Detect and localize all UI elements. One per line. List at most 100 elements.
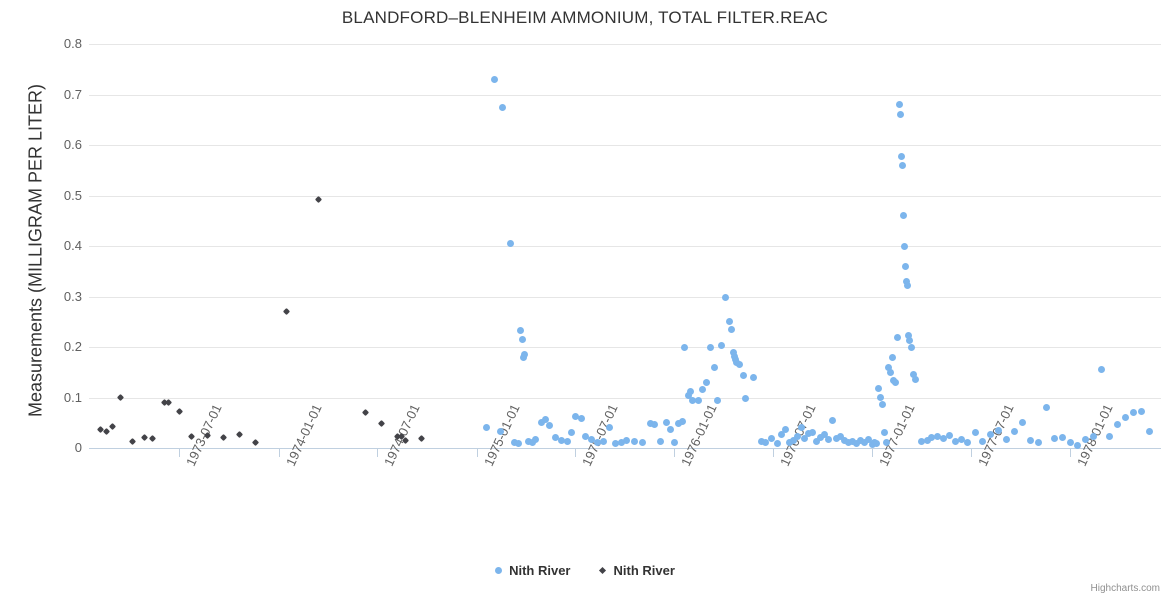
data-point[interactable] (680, 343, 688, 351)
data-point[interactable] (516, 327, 524, 335)
data-point[interactable] (1074, 441, 1082, 449)
data-point[interactable] (897, 111, 905, 119)
data-point[interactable] (757, 438, 765, 446)
data-point[interactable] (401, 437, 409, 445)
data-point[interactable] (971, 429, 979, 437)
data-point[interactable] (726, 318, 734, 326)
data-point[interactable] (939, 435, 947, 443)
data-point[interactable] (1026, 437, 1034, 445)
data-point[interactable] (878, 401, 886, 409)
data-point[interactable] (617, 439, 625, 447)
data-point[interactable] (568, 429, 576, 437)
data-point[interactable] (736, 361, 744, 369)
data-point[interactable] (837, 433, 845, 441)
data-point[interactable] (860, 439, 868, 447)
data-point[interactable] (631, 438, 639, 446)
data-point[interactable] (1058, 434, 1066, 442)
legend-item-0[interactable]: Nith River (495, 562, 571, 578)
data-point[interactable] (698, 386, 706, 394)
data-point[interactable] (1003, 436, 1011, 444)
data-point[interactable] (483, 424, 491, 432)
data-point[interactable] (1129, 409, 1137, 417)
data-point[interactable] (781, 426, 789, 434)
data-point[interactable] (538, 419, 546, 427)
data-point[interactable] (678, 418, 686, 426)
data-point[interactable] (663, 419, 671, 427)
data-point[interactable] (951, 438, 959, 446)
data-point[interactable] (912, 375, 920, 383)
data-point[interactable] (874, 384, 882, 392)
data-point[interactable] (894, 334, 902, 342)
data-point[interactable] (532, 436, 540, 444)
data-point[interactable] (817, 434, 825, 442)
data-point[interactable] (903, 277, 911, 285)
data-point[interactable] (905, 332, 913, 340)
data-point[interactable] (750, 373, 758, 381)
data-point[interactable] (777, 431, 785, 439)
data-point[interactable] (684, 391, 692, 399)
data-point[interactable] (728, 325, 736, 333)
data-point[interactable] (577, 415, 585, 423)
data-point[interactable] (518, 336, 526, 344)
data-point[interactable] (888, 353, 896, 361)
data-point[interactable] (789, 437, 797, 445)
data-point[interactable] (140, 434, 148, 442)
data-point[interactable] (908, 343, 916, 351)
data-point[interactable] (906, 337, 914, 345)
data-point[interactable] (876, 394, 884, 401)
data-point[interactable] (314, 195, 322, 204)
data-point[interactable] (593, 439, 601, 447)
data-point[interactable] (899, 161, 907, 169)
data-point[interactable] (904, 281, 912, 289)
data-point[interactable] (164, 399, 172, 407)
data-point[interactable] (605, 424, 613, 432)
data-point[interactable] (979, 438, 987, 446)
data-point[interactable] (103, 428, 111, 436)
data-point[interactable] (813, 438, 821, 446)
data-point[interactable] (558, 437, 566, 445)
data-point[interactable] (510, 439, 518, 447)
data-point[interactable] (670, 439, 678, 447)
data-point[interactable] (945, 432, 953, 440)
data-point[interactable] (900, 212, 908, 220)
data-point[interactable] (801, 435, 809, 443)
data-point[interactable] (844, 439, 852, 447)
data-point[interactable] (1121, 414, 1129, 422)
data-point[interactable] (1011, 428, 1019, 436)
data-point[interactable] (235, 431, 243, 439)
data-point[interactable] (864, 436, 872, 444)
data-point[interactable] (833, 435, 841, 443)
data-point[interactable] (793, 433, 801, 441)
data-point[interactable] (109, 423, 117, 431)
data-point[interactable] (1019, 419, 1027, 427)
data-point[interactable] (987, 431, 995, 439)
data-point[interactable] (740, 372, 748, 380)
data-point[interactable] (852, 440, 860, 448)
data-point[interactable] (880, 429, 888, 437)
data-point[interactable] (623, 437, 631, 445)
data-point[interactable] (128, 438, 137, 446)
data-point[interactable] (934, 433, 941, 441)
data-point[interactable] (918, 438, 926, 446)
data-point[interactable] (809, 429, 817, 437)
data-point[interactable] (856, 437, 864, 445)
data-point[interactable] (611, 440, 619, 448)
data-point[interactable] (572, 413, 580, 421)
data-point[interactable] (514, 440, 522, 448)
data-point[interactable] (872, 440, 880, 448)
data-point[interactable] (821, 431, 829, 439)
data-point[interactable] (506, 239, 514, 247)
legend-item-1[interactable]: Nith River (598, 562, 675, 578)
data-point[interactable] (148, 435, 156, 443)
data-point[interactable] (898, 152, 906, 160)
data-point[interactable] (848, 438, 856, 446)
data-point[interactable] (542, 416, 550, 424)
data-point[interactable] (552, 434, 560, 442)
data-point[interactable] (924, 437, 932, 445)
data-point[interactable] (498, 103, 506, 111)
data-point[interactable] (761, 439, 769, 447)
data-point[interactable] (1137, 408, 1145, 416)
data-point[interactable] (722, 294, 730, 301)
data-point[interactable] (896, 101, 904, 109)
data-point[interactable] (117, 393, 125, 402)
